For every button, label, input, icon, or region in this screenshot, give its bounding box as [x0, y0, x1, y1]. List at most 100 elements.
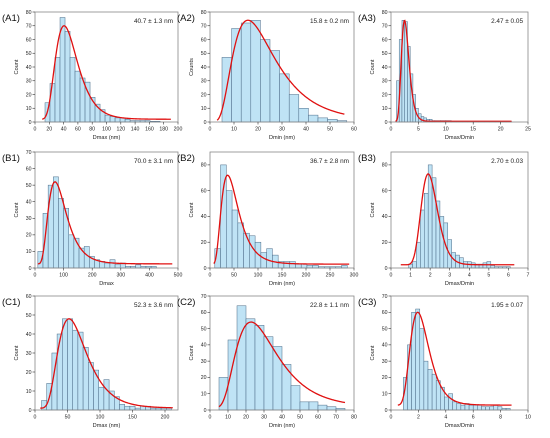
panel-label: (C1)	[2, 297, 20, 308]
y-tick-label: 40	[26, 200, 32, 206]
histogram-bar	[62, 318, 68, 411]
histogram-bar	[119, 404, 125, 411]
histogram-bar	[64, 31, 71, 123]
histogram-bar	[419, 328, 425, 411]
x-tick-label: 0	[209, 273, 212, 279]
plot-frame	[390, 151, 529, 269]
x-tick-label: 6	[472, 415, 475, 421]
y-tick-label: 60	[201, 188, 207, 194]
y-tick-label: 20	[201, 240, 207, 246]
y-tick-label: 50	[26, 51, 32, 57]
histogram-bar	[448, 393, 453, 411]
x-tick-label: 1	[409, 273, 412, 279]
histogram-bar	[279, 73, 290, 123]
histogram-bar	[88, 362, 94, 411]
x-tick-label: 60	[315, 415, 321, 421]
x-tick-label: 4	[444, 415, 447, 421]
x-tick-label: 25	[525, 127, 531, 133]
histogram-panel-c3: 0 2 4 6 8 10 0 10 20 30 40 50 60 70 Dmax/Dmin Count (C3)…	[358, 294, 531, 429]
histogram-panel-c2: 0 10 20 30 40 50 60 70 80 0 10 20 30 40 50 60 70 Dmin (nm…	[177, 294, 357, 429]
histogram-bar	[67, 318, 73, 411]
x-tick-label: 0	[390, 127, 393, 133]
y-tick-label: 50	[201, 326, 207, 332]
histogram-bar	[477, 404, 482, 411]
fit-curve	[213, 174, 350, 265]
y-tick-label: 80	[201, 10, 207, 16]
x-tick-label: 20	[46, 127, 52, 133]
histogram-bar	[452, 401, 458, 411]
histogram-bar	[254, 325, 265, 411]
y-tick-label: 20	[382, 240, 388, 246]
y-tick-label: 20	[201, 375, 207, 381]
histogram-bar	[245, 318, 256, 411]
histogram-bar	[472, 404, 478, 411]
x-tick-label: 50	[231, 273, 237, 279]
x-tick-label: 50	[327, 127, 333, 133]
fit-curve	[218, 321, 346, 408]
histogram-bar	[308, 114, 319, 123]
y-tick-label: 80	[382, 10, 388, 16]
histogram-bar	[427, 369, 433, 411]
histogram-bar	[456, 403, 462, 411]
y-tick-label: 10	[201, 106, 207, 112]
panel-annotation: 2.70 ± 0.03	[491, 158, 523, 165]
histogram-bar	[485, 406, 490, 411]
x-tick-label: 10	[231, 127, 237, 133]
histogram-bar	[412, 261, 417, 269]
histogram-bar	[59, 17, 66, 123]
histogram-bar	[104, 114, 111, 123]
y-tick-label: 40	[382, 343, 388, 349]
histogram-bar	[250, 20, 261, 123]
histogram-bar	[266, 248, 273, 269]
histogram-bar	[74, 70, 81, 123]
histogram-bar	[114, 117, 121, 123]
panel-annotation: 40.7 ± 1.3 nm	[134, 18, 173, 25]
y-tick-label: 30	[382, 79, 388, 85]
x-tick-label: 180	[159, 127, 168, 133]
histogram-bar	[68, 234, 75, 269]
histogram-bar	[317, 117, 328, 123]
panel-annotation: 1.95 ± 0.07	[491, 302, 523, 309]
y-tick-label: 60	[201, 37, 207, 43]
histogram-bar	[135, 264, 142, 269]
histogram-bar	[93, 369, 99, 411]
x-tick-label: 400	[145, 273, 154, 279]
fit-curve	[40, 318, 173, 409]
x-tick-label: 20	[255, 127, 261, 133]
x-tick-label: 250	[326, 273, 335, 279]
y-tick-label: 40	[382, 65, 388, 71]
x-tick-label: 100	[96, 415, 105, 421]
y-tick-label: 0	[385, 120, 388, 126]
y-tick-label: 70	[201, 24, 207, 30]
y-tick-label: 40	[201, 214, 207, 220]
x-tick-label: 0	[34, 273, 37, 279]
x-tick-label: 200	[161, 415, 170, 421]
histogram-bar	[109, 259, 116, 269]
x-axis-label: Dmax/Dmin	[445, 135, 474, 141]
x-tick-label: 10	[225, 415, 231, 421]
histogram-bar	[231, 209, 239, 269]
histogram-bar	[226, 190, 233, 269]
y-tick-label: 60	[382, 188, 388, 194]
x-tick-label: 5	[417, 127, 420, 133]
histogram-bar	[58, 198, 64, 269]
histogram-bar	[109, 116, 116, 123]
y-tick-label: 80	[382, 163, 388, 169]
x-tick-label: 60	[351, 127, 357, 133]
histogram-bar	[124, 119, 131, 123]
panel-label: (C2)	[177, 297, 195, 308]
histogram-bar	[243, 232, 250, 269]
histogram-bar	[308, 401, 319, 411]
y-tick-label: 0	[29, 408, 32, 414]
panel-label: (A2)	[177, 13, 195, 24]
y-axis-label: Count	[14, 345, 20, 360]
x-tick-label: 80	[89, 127, 95, 133]
histogram-bar	[444, 396, 449, 411]
y-tick-label: 20	[26, 233, 32, 239]
y-tick-label: 50	[26, 183, 32, 189]
x-tick-label: 50	[65, 415, 71, 421]
y-axis-label: Count	[370, 345, 376, 360]
x-tick-label: 4	[468, 273, 471, 279]
x-axis-label: Dmax/Dmin	[445, 281, 474, 287]
histogram-bar	[431, 373, 437, 411]
